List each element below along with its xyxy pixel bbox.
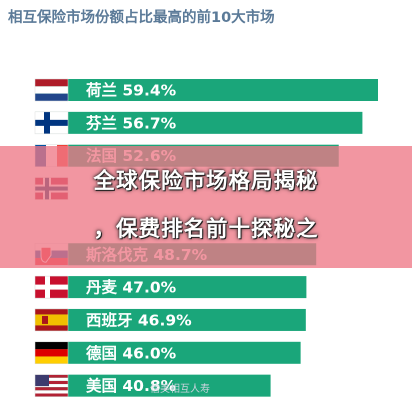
overlay-banner: [0, 146, 412, 268]
bar-row: 西班牙 46.9%: [34, 308, 306, 332]
bar-row: 芬兰 56.7%: [34, 111, 363, 135]
bar: [35, 374, 271, 397]
bar-row: 美国 40.8%: [34, 374, 271, 397]
bar: [35, 341, 301, 364]
denmark-flag-icon: [34, 275, 69, 299]
watermark: 信美相互人寿: [150, 384, 210, 395]
overlay-headline: 全球保险市场格局揭秘: [93, 169, 319, 194]
bar-label: 丹麦 47.0%: [86, 279, 177, 297]
germany-flag-icon: [34, 341, 69, 365]
bar-label: 西班牙 46.9%: [86, 310, 192, 329]
chart-title: 相互保险市场份额占比最高的前10大市场: [8, 10, 275, 26]
bar: [35, 276, 307, 299]
bar-row: 德国 46.0%: [34, 341, 301, 365]
bar: [35, 111, 363, 134]
finland-flag-icon: [34, 111, 69, 135]
bar-label: 德国 46.0%: [86, 343, 177, 362]
bar: [35, 79, 378, 101]
bar-row: 荷兰 59.4%: [34, 78, 378, 102]
spain-flag-icon: [34, 308, 69, 332]
bar-label: 芬兰 56.7%: [85, 113, 177, 132]
bar-label: 美国 40.8%: [86, 376, 177, 395]
bar-label: 荷兰 59.4%: [86, 81, 177, 100]
bar-row: 丹麦 47.0%: [34, 275, 307, 299]
overlay-subheadline: ，保费排名前十探秘之: [93, 217, 319, 242]
usa-flag-icon: [34, 374, 69, 397]
bar: [35, 308, 306, 331]
netherlands-flag-icon: [34, 78, 69, 102]
